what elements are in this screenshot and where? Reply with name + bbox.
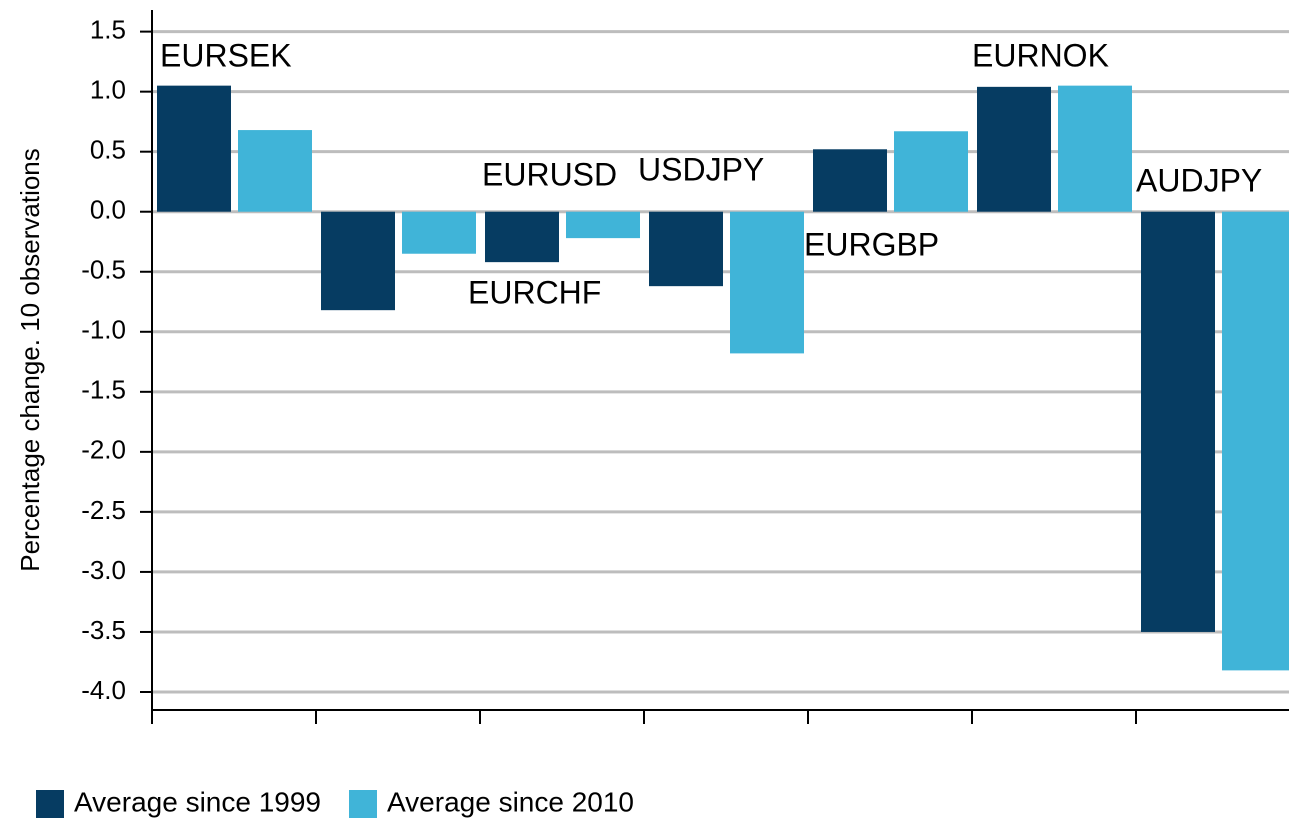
y-tick-label: -3.5 [81,615,126,645]
bar [157,85,231,212]
category-label: USDJPY [638,151,764,187]
bar [566,211,640,239]
category-label: EURNOK [972,37,1109,73]
bar [321,211,395,311]
bar [238,130,312,212]
legend-swatch [349,790,377,818]
bar [649,211,723,287]
legend-swatch [36,790,64,818]
bar [1222,211,1289,671]
category-label: EURCHF [468,274,601,310]
legend-label: Average since 1999 [74,786,321,817]
category-label: EURGBP [804,226,939,262]
y-tick-label: -1.0 [81,315,126,345]
y-tick-label: 1.0 [90,75,126,105]
bar [1141,211,1215,632]
bar [402,211,476,254]
bar [730,211,804,354]
legend-label: Average since 2010 [387,786,634,817]
category-label: EURSEK [160,37,292,73]
y-tick-label: -2.5 [81,495,126,525]
y-tick-label: -2.0 [81,435,126,465]
bar [1058,85,1132,212]
y-tick-label: -0.5 [81,255,126,285]
y-tick-label: -4.0 [81,675,126,705]
y-tick-label: -1.5 [81,375,126,405]
category-label: EURUSD [482,156,617,192]
y-tick-label: 1.5 [90,14,126,44]
y-axis-label: Percentage change. 10 observations [15,148,45,572]
y-tick-label: -3.0 [81,555,126,585]
bar [894,131,968,212]
category-label: AUDJPY [1136,162,1262,198]
y-tick-label: 0.5 [90,135,126,165]
bar [485,211,559,263]
bar [813,149,887,212]
bar [977,86,1051,212]
y-tick-label: 0.0 [90,195,126,225]
